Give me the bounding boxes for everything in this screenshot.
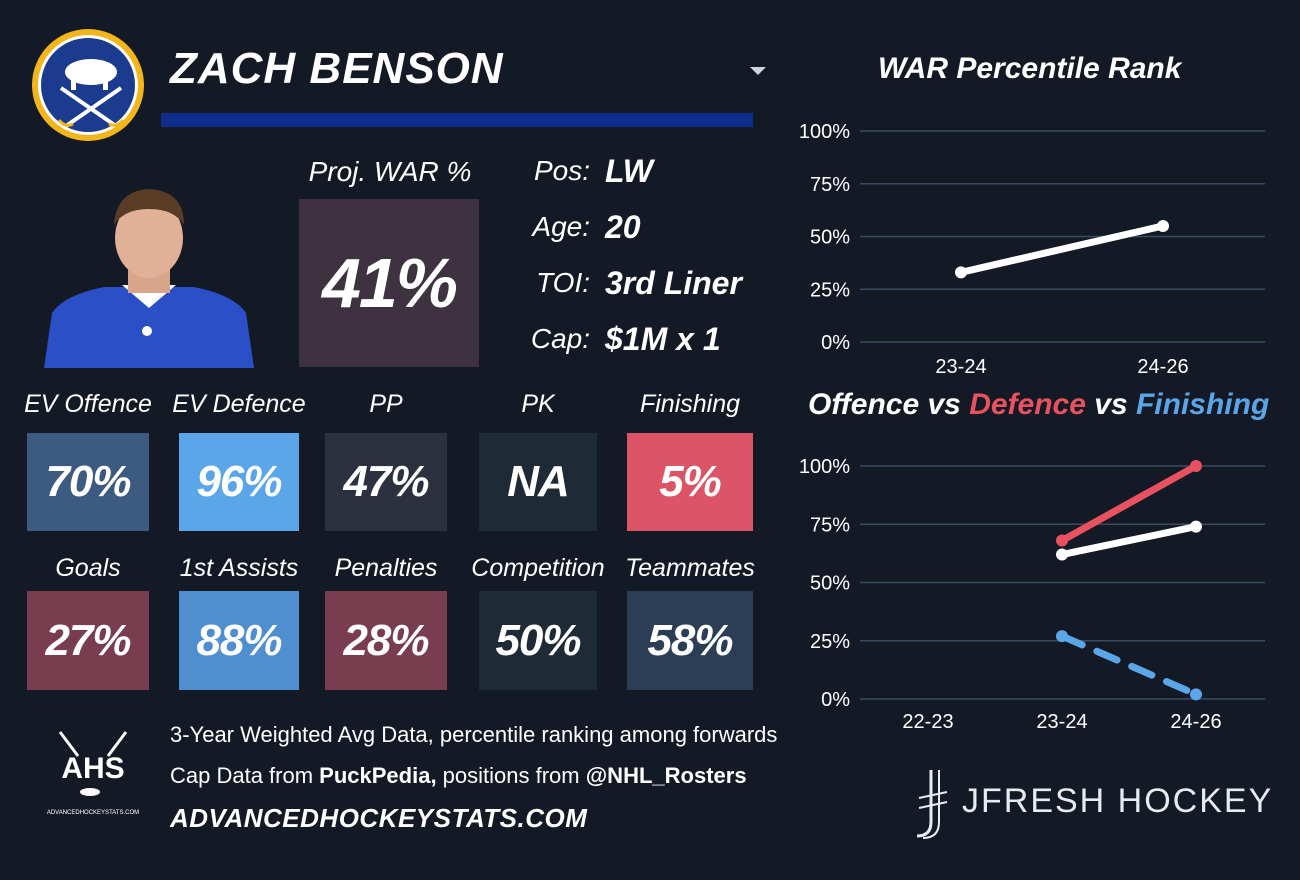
war-percentile-chart: 100% 75% 50% 25% 0% 23-24 24-26 xyxy=(799,121,1265,378)
info-row-position: Pos: LW xyxy=(505,153,775,195)
stat-value-box: 96% xyxy=(179,433,299,531)
stat-label: Goals xyxy=(55,554,121,582)
stat-label: PK xyxy=(521,390,555,418)
x-tick-label: 24-26 xyxy=(1137,356,1188,378)
stat-value-box: 5% xyxy=(627,433,753,531)
data-point xyxy=(1056,630,1068,643)
war-chart-title: WAR Percentile Rank xyxy=(878,52,1182,85)
info-row-toi: TOI: 3rd Liner xyxy=(505,265,775,307)
info-value: $1M x 1 xyxy=(605,321,721,357)
y-tick-label: 50% xyxy=(810,227,850,249)
jfresh-logo-icon xyxy=(916,770,948,839)
stat-value-box: 88% xyxy=(179,591,299,690)
player-name: ZACH BENSON xyxy=(170,44,504,93)
stat-value-box: 28% xyxy=(325,591,447,690)
info-label: TOI: xyxy=(536,267,590,298)
stat-label: Penalties xyxy=(334,554,438,582)
info-label: Age: xyxy=(532,211,590,242)
site-url[interactable]: ADVANCEDHOCKEYSTATS.COM xyxy=(170,803,588,833)
series-line-0 xyxy=(1058,462,1200,545)
chevron-down-icon[interactable] xyxy=(750,67,766,75)
data-point xyxy=(1056,548,1068,561)
footer-line-2-prefix: Cap Data from xyxy=(170,763,320,788)
x-tick-label: 24-26 xyxy=(1170,711,1221,733)
info-value: LW xyxy=(605,153,653,189)
series-line-2 xyxy=(1058,632,1200,698)
stat-label: PP xyxy=(369,390,403,418)
stat-value-box: NA xyxy=(479,433,597,531)
y-tick-label: 25% xyxy=(810,279,850,301)
brand-name: JFRESH HOCKEY xyxy=(962,782,1274,820)
y-tick-label: 0% xyxy=(821,689,850,711)
data-point xyxy=(955,266,967,279)
stat-label: EV Offence xyxy=(24,390,152,418)
x-tick-label: 22-23 xyxy=(902,711,953,733)
info-label: Cap: xyxy=(530,323,590,354)
y-tick-label: 75% xyxy=(810,174,850,196)
stat-value-box: 47% xyxy=(325,433,447,531)
data-point xyxy=(1190,460,1202,472)
stat-value-box: 58% xyxy=(627,591,753,690)
y-tick-label: 100% xyxy=(799,121,850,143)
y-tick-label: 100% xyxy=(799,456,850,478)
info-row-age: Age: 20 xyxy=(505,209,775,251)
stat-label: EV Defence xyxy=(172,390,306,418)
stat-value-box: 50% xyxy=(479,591,597,690)
series-line-0 xyxy=(957,222,1167,276)
info-value: 20 xyxy=(605,209,641,245)
title-part-finishing: Finishing xyxy=(1135,388,1270,421)
title-part-vs: vs xyxy=(919,388,970,421)
data-point xyxy=(1190,520,1202,533)
y-tick-label: 50% xyxy=(810,573,850,595)
data-point xyxy=(1157,219,1169,232)
player-headshot xyxy=(44,189,254,368)
x-tick-label: 23-24 xyxy=(935,356,986,378)
proj-war-value: 41% xyxy=(299,199,479,367)
stat-label: Teammates xyxy=(625,554,755,582)
series-line-1 xyxy=(1058,523,1200,559)
ahs-logo-subtext: ADVANCEDHOCKEYSTATS.COM xyxy=(47,810,139,816)
proj-war-label: Proj. WAR % xyxy=(308,156,472,187)
data-point xyxy=(1056,534,1068,547)
stat-value-box: 70% xyxy=(27,433,149,531)
stat-value-box: 27% xyxy=(27,591,149,690)
info-value: 3rd Liner xyxy=(605,265,742,301)
title-part-vs: vs xyxy=(1085,388,1136,421)
nhl-rosters-link[interactable]: @NHL_Rosters xyxy=(585,763,747,788)
info-label: Pos: xyxy=(533,155,590,186)
breakdown-chart-title: Offence vs Defence vs Finishing xyxy=(808,388,1269,422)
breakdown-chart: 100% 75% 50% 25% 0% 22-23 23-24 24-26 xyxy=(799,456,1265,733)
info-row-cap: Cap: $1M x 1 xyxy=(505,321,775,363)
buffalo-icon xyxy=(57,59,125,128)
y-tick-label: 0% xyxy=(821,332,850,354)
puckpedia-link[interactable]: PuckPedia, xyxy=(319,763,437,788)
y-tick-label: 25% xyxy=(810,631,850,653)
stat-label: Finishing xyxy=(639,390,741,418)
x-tick-label: 23-24 xyxy=(1036,711,1087,733)
y-tick-label: 75% xyxy=(810,514,850,536)
data-point xyxy=(1190,688,1202,701)
name-underline xyxy=(161,113,753,127)
ahs-logo-text: AHS xyxy=(61,752,124,785)
stat-label: 1st Assists xyxy=(179,554,299,582)
team-logo xyxy=(32,29,144,141)
stat-label: Competition xyxy=(471,554,605,582)
ahs-logo: AHS ADVANCEDHOCKEYSTATS.COM xyxy=(47,731,139,816)
footer-line-2-mid: positions from xyxy=(436,763,586,788)
footer-line-1: 3-Year Weighted Avg Data, percentile ran… xyxy=(170,722,778,747)
footer-line-2: Cap Data from PuckPedia, positions from … xyxy=(170,763,747,789)
title-part-defence: Defence xyxy=(969,388,1086,421)
title-part-offence: Offence xyxy=(808,388,920,421)
